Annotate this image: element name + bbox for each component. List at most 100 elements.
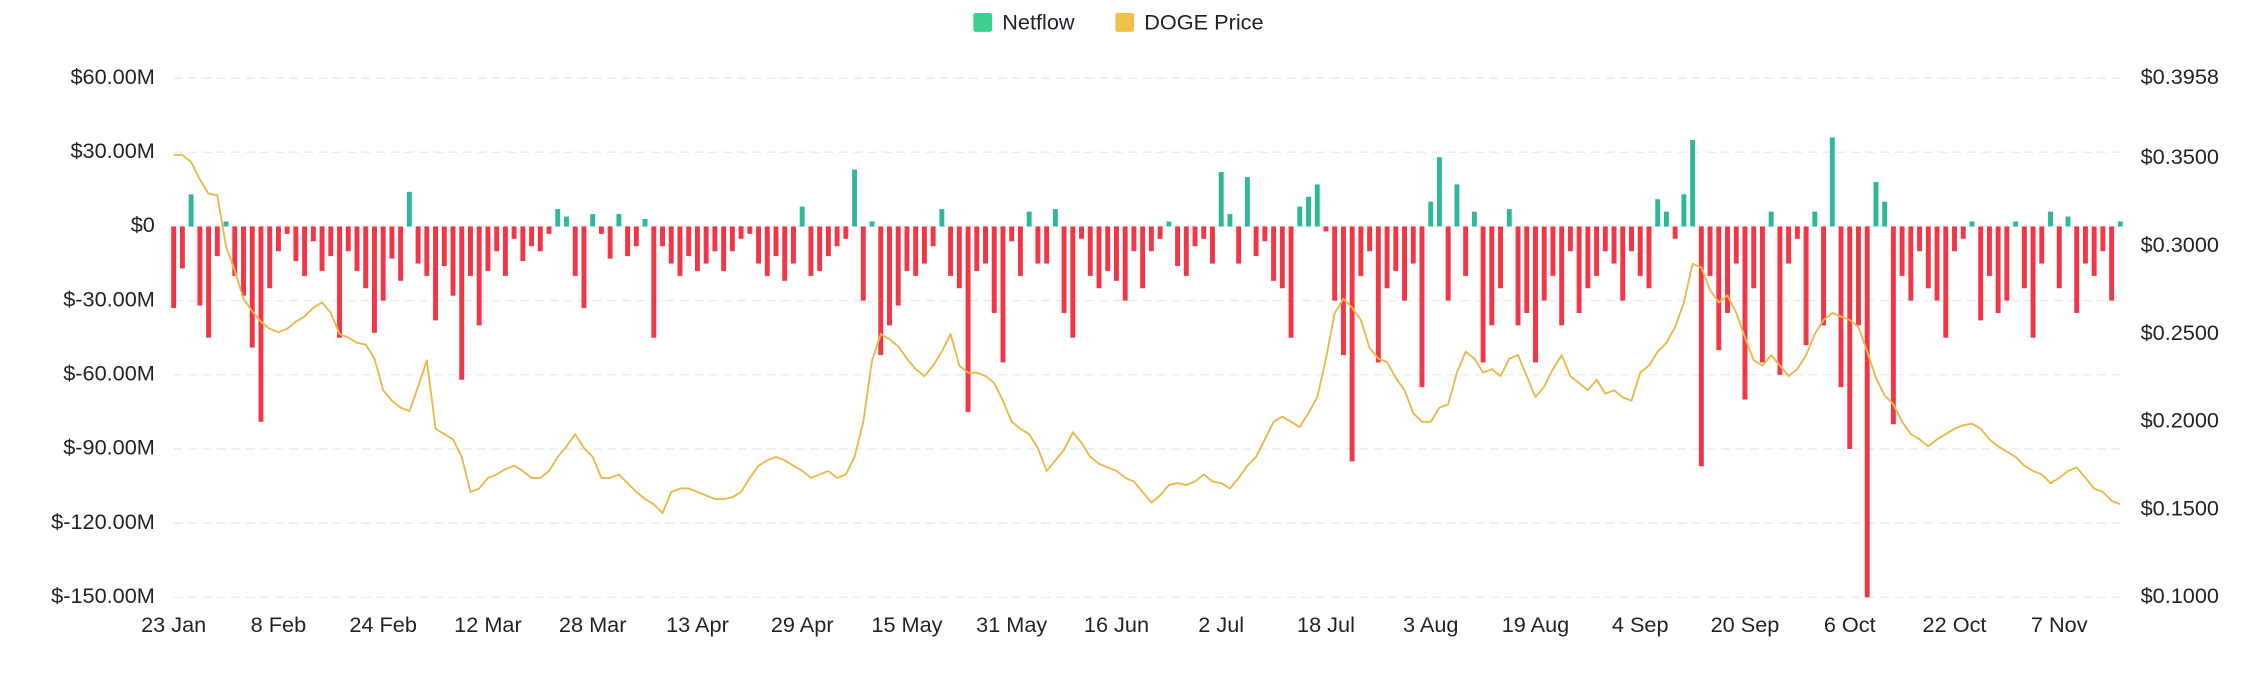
netflow-bar — [2100, 226, 2106, 252]
netflow-bar — [1506, 209, 1512, 227]
netflow-bar — [398, 226, 404, 281]
netflow-bar — [1794, 226, 1800, 239]
netflow-bar — [939, 209, 945, 227]
netflow-bar — [1288, 226, 1294, 338]
netflow-bar — [1271, 226, 1277, 281]
netflow-bar — [1201, 226, 1207, 239]
x-tick-label: 24 Feb — [349, 612, 417, 637]
netflow-bar — [668, 226, 674, 264]
netflow-bar — [1419, 226, 1425, 388]
netflow-bar — [1646, 226, 1652, 289]
netflow-bar — [983, 226, 988, 264]
netflow-bar — [406, 191, 412, 227]
netflow-bar — [380, 226, 386, 301]
netflow-bar — [729, 226, 735, 252]
y-tick-label: $0 — [131, 212, 155, 237]
y-tick-label: $-150.00M — [51, 583, 155, 608]
netflow-bar — [1969, 221, 1975, 227]
netflow-bar — [1803, 226, 1809, 346]
netflow-bar — [773, 226, 779, 257]
netflow-bar — [1375, 226, 1381, 363]
netflow-bar — [1620, 226, 1626, 301]
netflow-bar — [2030, 226, 2036, 338]
y2-tick-label: $0.3500 — [2141, 144, 2219, 169]
netflow-bar — [712, 226, 718, 252]
netflow-bar — [1515, 226, 1521, 326]
netflow-bar — [1140, 226, 1146, 289]
netflow-bar — [1105, 226, 1111, 271]
netflow-bar — [1690, 139, 1696, 227]
netflow-bar — [1725, 226, 1730, 313]
x-tick-label: 16 Jun — [1084, 612, 1149, 637]
y2-tick-label: $0.3958 — [2141, 64, 2219, 89]
netflow-bar — [1978, 226, 1984, 321]
netflow-bar — [319, 226, 325, 271]
netflow-bar — [1035, 226, 1041, 264]
netflow-bar — [337, 226, 342, 338]
netflow-bar — [581, 226, 587, 309]
netflow-bar — [1812, 211, 1818, 227]
netflow-bar — [799, 206, 805, 227]
y-tick-label: $-120.00M — [51, 509, 155, 534]
netflow-bar — [1742, 226, 1748, 400]
x-tick-label: 18 Jul — [1297, 612, 1355, 637]
netflow-bar — [1498, 226, 1504, 289]
netflow-bar — [991, 226, 997, 313]
netflow-bar — [555, 209, 561, 227]
netflow-bar — [494, 226, 500, 252]
netflow-bar — [1183, 226, 1189, 276]
netflow-bar — [1890, 226, 1896, 425]
netflow-bar — [616, 214, 622, 227]
netflow-bar — [1436, 157, 1442, 227]
legend-label: Netflow — [1002, 10, 1075, 35]
netflow-bar — [1533, 226, 1538, 363]
x-tick-label: 31 May — [976, 612, 1047, 637]
netflow-bar — [328, 226, 334, 257]
netflow-bar — [1017, 226, 1023, 276]
netflow-bar — [1210, 226, 1215, 264]
y2-tick-label: $0.3000 — [2141, 232, 2219, 257]
netflow-bar — [913, 226, 919, 276]
netflow-bar — [572, 226, 578, 276]
netflow-bar — [1358, 226, 1364, 276]
netflow-bar — [1480, 226, 1486, 363]
netflow-bar — [1340, 226, 1346, 356]
x-tick-label: 22 Oct — [1923, 612, 1987, 637]
netflow-bar — [721, 226, 727, 271]
netflow-bar — [371, 226, 377, 333]
netflow-bar — [1096, 226, 1102, 289]
netflow-bar — [502, 226, 508, 276]
netflow-bar — [241, 226, 246, 296]
y-tick-label: $-90.00M — [63, 435, 155, 460]
netflow-bar — [1655, 199, 1661, 227]
netflow-bar — [1768, 211, 1774, 227]
netflow-bar — [1637, 226, 1643, 276]
netflow-bar — [703, 226, 709, 264]
x-tick-label: 3 Aug — [1403, 612, 1458, 637]
netflow-bar — [1236, 226, 1242, 264]
y2-tick-label: $0.1000 — [2141, 583, 2219, 608]
netflow-bar — [476, 226, 482, 326]
y-tick-label: $-30.00M — [63, 286, 155, 311]
netflow-bar — [214, 226, 220, 257]
netflow-bar — [1847, 226, 1853, 449]
netflow-bar — [1148, 226, 1154, 252]
netflow-bar — [197, 226, 203, 306]
netflow-bar — [1707, 226, 1713, 276]
netflow-bar — [1009, 226, 1015, 242]
netflow-bar — [1218, 172, 1224, 227]
legend-item: DOGE Price — [1115, 10, 1264, 35]
netflow-bar — [1175, 226, 1181, 267]
netflow-bar — [546, 226, 552, 234]
netflow-bar — [1044, 226, 1050, 264]
netflow-bar — [1323, 226, 1329, 232]
netflow-bar — [1917, 226, 1923, 252]
netflow-bar — [433, 226, 439, 321]
y-tick-label: $60.00M — [70, 64, 154, 89]
netflow-bar — [904, 226, 910, 271]
netflow-bar — [1000, 226, 1006, 363]
netflow-bar — [441, 226, 447, 267]
netflow-bar — [1908, 226, 1914, 301]
netflow-bar — [2091, 226, 2097, 276]
netflow-bar — [258, 226, 264, 422]
